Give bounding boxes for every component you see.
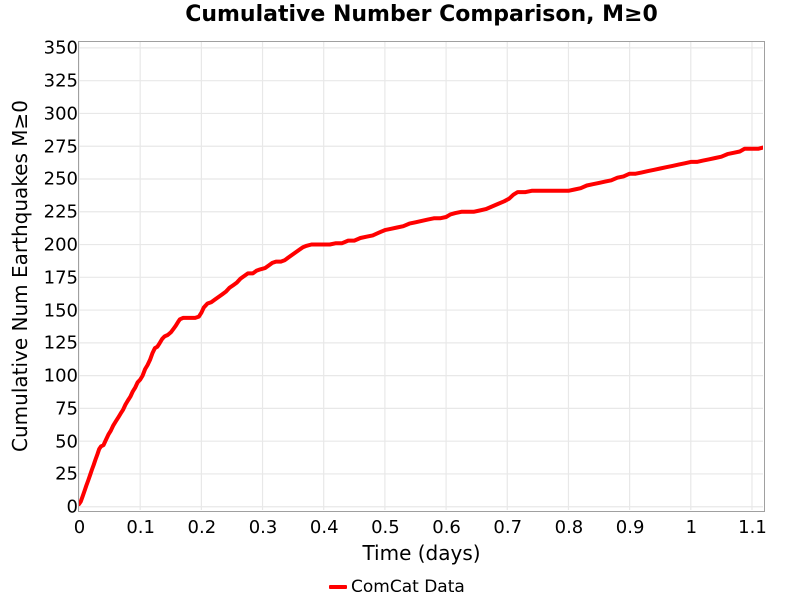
y-tick-label: 50	[55, 431, 78, 453]
y-tick-label: 150	[43, 300, 78, 322]
plot-area	[78, 41, 765, 512]
comcat-cumulative-curve	[79, 42, 763, 510]
x-tick-label: 1	[685, 517, 698, 538]
y-tick-label: 275	[43, 136, 78, 158]
y-tick-label: 325	[43, 70, 78, 92]
legend-line-marker	[329, 585, 347, 589]
y-tick-label: 25	[55, 463, 78, 485]
y-tick-label: 100	[43, 365, 78, 387]
y-tick-label: 175	[43, 267, 78, 289]
x-tick-label: 0	[73, 517, 86, 538]
legend: ComCat Data	[329, 577, 465, 597]
y-tick-label: 75	[55, 398, 78, 420]
x-tick-label: 0.9	[615, 517, 645, 538]
x-tick-label: 0.5	[371, 517, 400, 538]
x-axis-label: Time (days)	[362, 541, 481, 565]
x-tick-label: 0.4	[309, 517, 339, 538]
x-tick-label: 0.2	[187, 517, 217, 538]
y-tick-label: 300	[43, 103, 78, 125]
x-tick-label: 0.8	[554, 517, 584, 538]
y-tick-label: 125	[43, 332, 78, 354]
chart-title: Cumulative Number Comparison, M≥0	[185, 2, 658, 27]
y-axis-label: Cumulative Num Earthquakes M≥0	[8, 100, 32, 452]
legend-item-label: ComCat Data	[351, 577, 465, 597]
y-tick-label: 0	[66, 496, 78, 518]
x-tick-label: 0.1	[126, 517, 155, 538]
y-tick-label: 225	[43, 201, 78, 223]
series-line	[79, 145, 763, 507]
y-tick-label: 250	[43, 168, 78, 190]
y-tick-label: 200	[43, 234, 78, 256]
x-tick-label: 0.6	[432, 517, 461, 538]
x-tick-label: 0.3	[248, 517, 278, 538]
y-tick-label: 350	[43, 37, 78, 59]
x-tick-label: 0.7	[493, 517, 523, 538]
x-tick-label: 1.1	[738, 517, 767, 538]
